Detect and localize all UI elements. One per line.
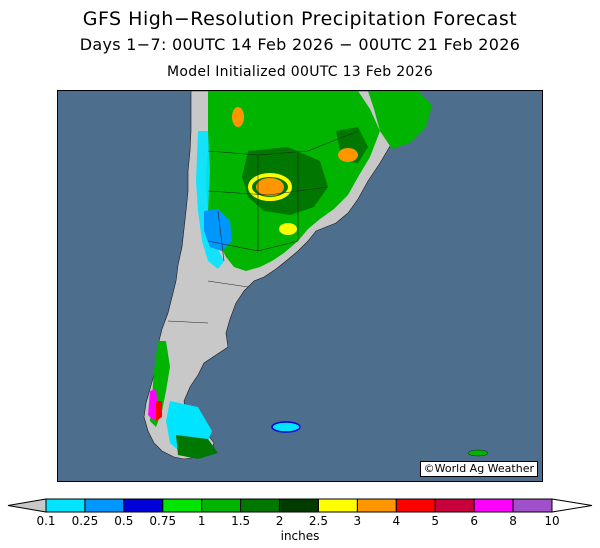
precip-blue-patch [204,209,232,251]
legend-tick-label: 0.75 [149,514,177,528]
legend-arrow-low [7,498,47,513]
precip-orange-spot-2 [338,148,358,162]
legend-tick-label: 8 [509,514,517,528]
map-panel[interactable]: ©World Ag Weather [57,90,543,482]
legend-swatch [279,498,319,513]
legend-tick-label: 5 [431,514,440,528]
legend-swatch [45,498,86,513]
legend-tick-label: 2 [275,514,284,528]
legend-tick-label: 10 [544,514,560,528]
legend-swatch [123,498,164,513]
legend-tick-label: 2.5 [308,514,328,528]
forecast-period: Days 1−7: 00UTC 14 Feb 2026 − 00UTC 21 F… [79,35,521,54]
precip-orange-spot-3 [232,107,244,127]
legend-tick-label: 6 [470,514,478,528]
precip-lightblue-fringe [196,131,224,269]
legend-colorbar [7,498,593,513]
legend-swatch [317,498,358,513]
legend-tick-label: 3 [353,514,362,528]
legend-tick-label: 0.25 [71,514,99,528]
province-borders [167,130,359,324]
falkland-islands [271,421,301,433]
precip-green-ne [368,91,432,149]
color-legend: 0.1 0.25 0.5 0.75 1 1.5 2 2.5 3 4 5 6 8 10 inches [0,496,600,548]
legend-tick-label: 1.5 [231,514,251,528]
precip-red-south [156,401,162,421]
legend-tick-label: 0.1 [36,514,56,528]
model-initialized: Model Initialized 00UTC 13 Feb 2026 [166,64,434,80]
legend-swatch [395,498,436,513]
precip-green-tierra-del-fuego [176,435,218,459]
precip-magenta-south [148,389,158,421]
legend-arrow-high [551,498,593,513]
legend-tick-label: 0.5 [114,514,134,528]
legend-tick-label: 4 [392,514,401,528]
south-georgia-island [467,449,489,457]
legend-tick-label: 1 [197,514,206,528]
legend-swatch [162,498,203,513]
legend-swatch [512,498,553,513]
legend-swatch [240,498,281,513]
precip-yellow-spot-2 [279,223,297,235]
legend-swatch [356,498,397,513]
legend-swatch [201,498,242,513]
precip-yellow-spot-1 [248,173,292,201]
credit-label: ©World Ag Weather [419,461,538,477]
map-title: GFS High−Resolution Precipitation Foreca… [82,8,518,30]
precipitation-map [58,91,542,481]
legend-swatch [434,498,475,513]
precip-orange-spot-1 [256,178,284,196]
legend-units: inches [280,529,320,543]
legend-swatch [84,498,125,513]
legend-swatch [473,498,514,513]
